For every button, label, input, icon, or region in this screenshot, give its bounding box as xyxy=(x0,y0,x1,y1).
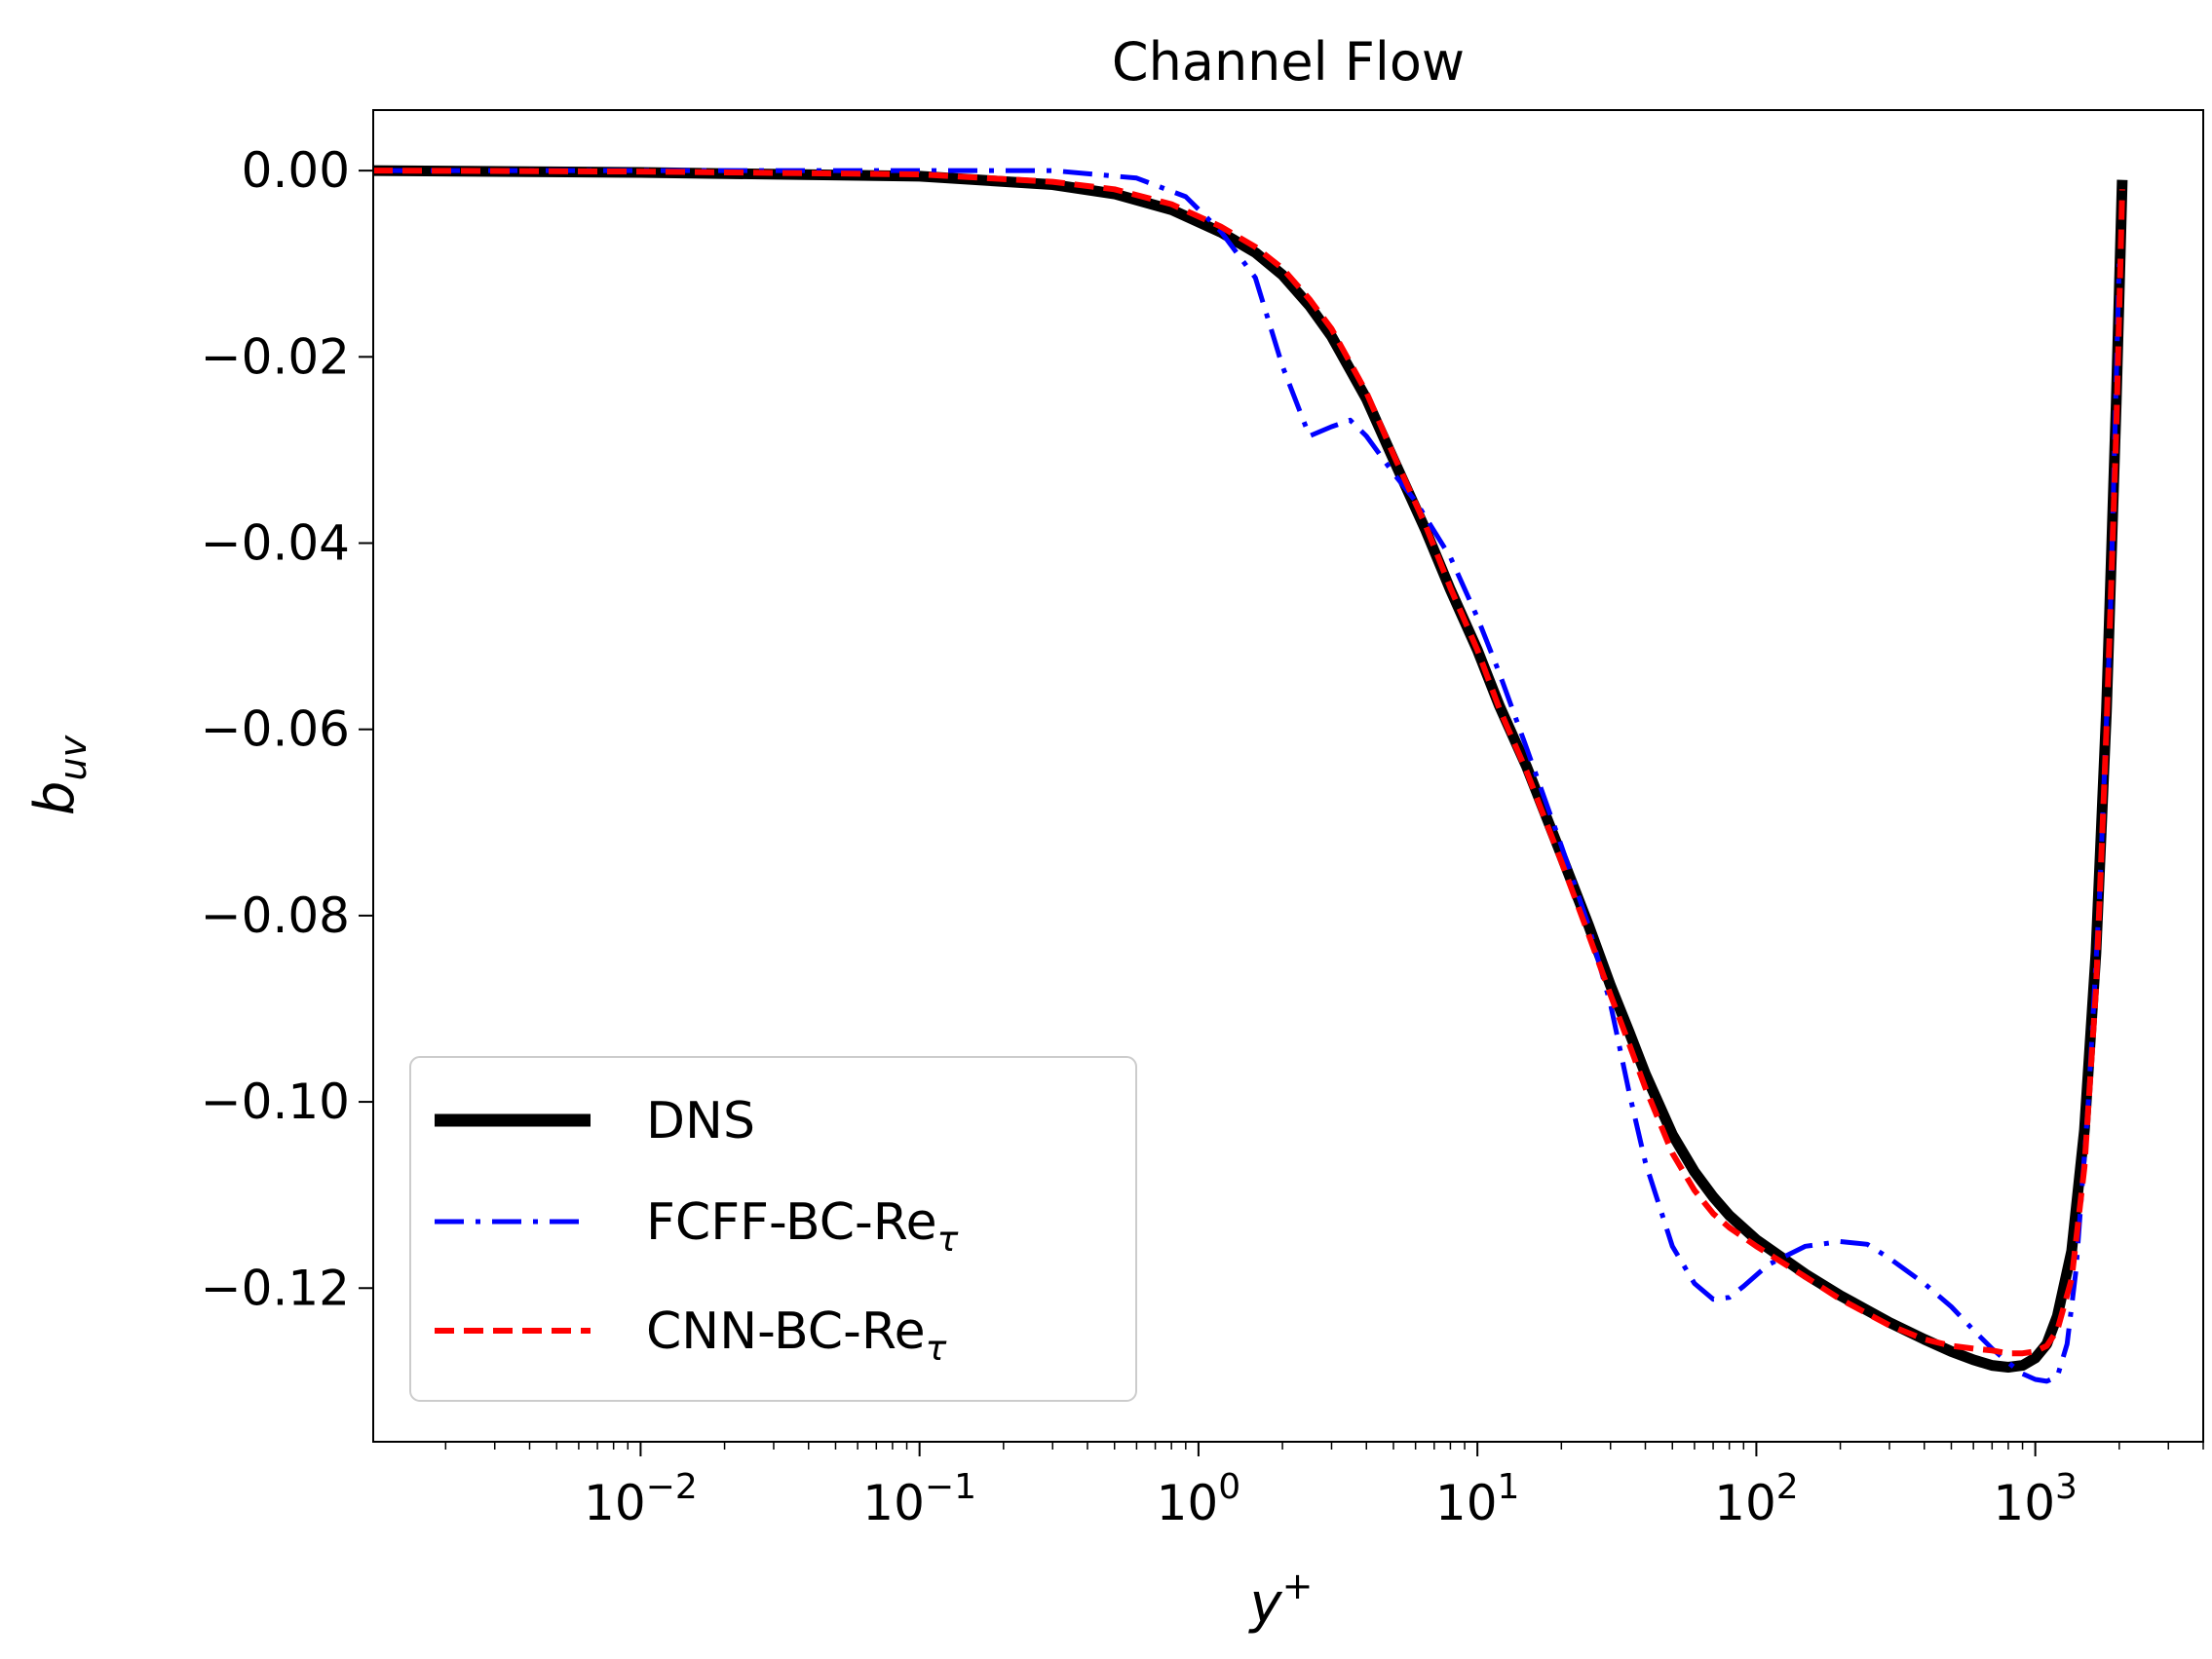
x-tick-label: 103 xyxy=(1993,1467,2078,1531)
chart-title: Channel Flow xyxy=(1112,31,1465,93)
fcff-bc-line xyxy=(373,168,2122,1384)
y-tick-label: 0.00 xyxy=(242,142,350,199)
x-tick-label: 10−2 xyxy=(584,1467,698,1531)
series-layer xyxy=(372,165,2128,1384)
y-tick-label: −0.10 xyxy=(201,1074,350,1130)
y-tick-label: −0.06 xyxy=(201,701,350,758)
legend-box xyxy=(409,1056,1137,1402)
y-tick-label: −0.02 xyxy=(201,328,350,385)
x-tick-label: 101 xyxy=(1435,1467,1520,1531)
axis-ticks: 0.00 −0.02 −0.04 −0.06 −0.08 −0.10 −0.12 10−2 10… xyxy=(201,142,2204,1531)
plot-frame xyxy=(372,109,2204,1443)
y-tick-label: −0.12 xyxy=(201,1260,350,1316)
y-tick-label: −0.04 xyxy=(201,515,350,572)
x-tick-label: 102 xyxy=(1714,1467,1799,1531)
x-axis-label: y+ xyxy=(1248,1565,1314,1636)
x-tick-label: 100 xyxy=(1157,1467,1241,1531)
dns-line xyxy=(372,165,2128,1373)
y-axis-label: buv xyxy=(23,735,95,815)
legend: DNS FCFF-BC-Reτ CNN-BC-Reτ xyxy=(409,1056,1137,1402)
y-tick-label: −0.08 xyxy=(201,887,350,944)
legend-label-cnn: CNN-BC-Reτ xyxy=(646,1302,947,1369)
legend-label-dns: DNS xyxy=(646,1092,755,1150)
legend-label-fcff: FCFF-BC-Reτ xyxy=(646,1193,959,1260)
cnn-bc-line xyxy=(372,168,2125,1357)
x-tick-label: 10−1 xyxy=(862,1467,976,1531)
